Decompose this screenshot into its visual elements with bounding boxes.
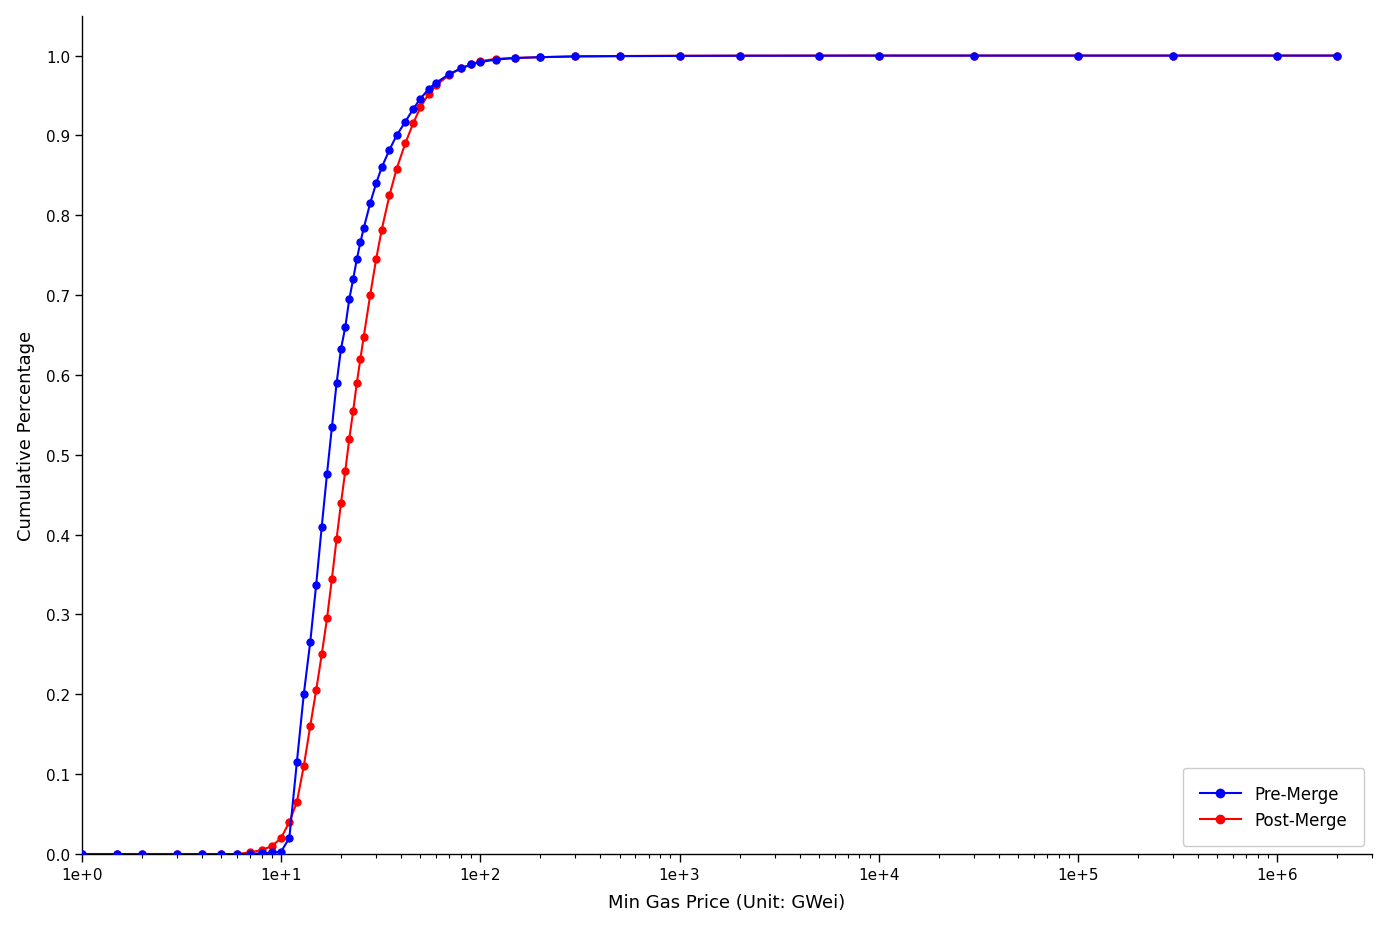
Post-Merge xyxy=(871,51,888,62)
Post-Merge xyxy=(229,848,246,859)
Pre-Merge xyxy=(333,343,350,354)
Line: Pre-Merge: Pre-Merge xyxy=(78,53,1340,857)
Y-axis label: Cumulative Percentage: Cumulative Percentage xyxy=(17,330,35,540)
Pre-Merge xyxy=(871,51,888,62)
Pre-Merge xyxy=(1270,51,1286,62)
Pre-Merge xyxy=(1329,51,1346,62)
Pre-Merge xyxy=(74,848,90,859)
Post-Merge xyxy=(810,51,826,62)
Post-Merge xyxy=(333,497,350,509)
Post-Merge xyxy=(1270,51,1286,62)
Post-Merge xyxy=(296,761,313,772)
Line: Post-Merge: Post-Merge xyxy=(78,53,1340,857)
Post-Merge xyxy=(74,848,90,859)
Post-Merge xyxy=(1329,51,1346,62)
Pre-Merge xyxy=(272,846,289,857)
Post-Merge xyxy=(272,832,289,844)
X-axis label: Min Gas Price (Unit: GWei): Min Gas Price (Unit: GWei) xyxy=(608,894,846,911)
Pre-Merge xyxy=(810,51,826,62)
Pre-Merge xyxy=(229,848,246,859)
Legend: Pre-Merge, Post-Merge: Pre-Merge, Post-Merge xyxy=(1183,768,1364,845)
Pre-Merge xyxy=(296,689,313,700)
